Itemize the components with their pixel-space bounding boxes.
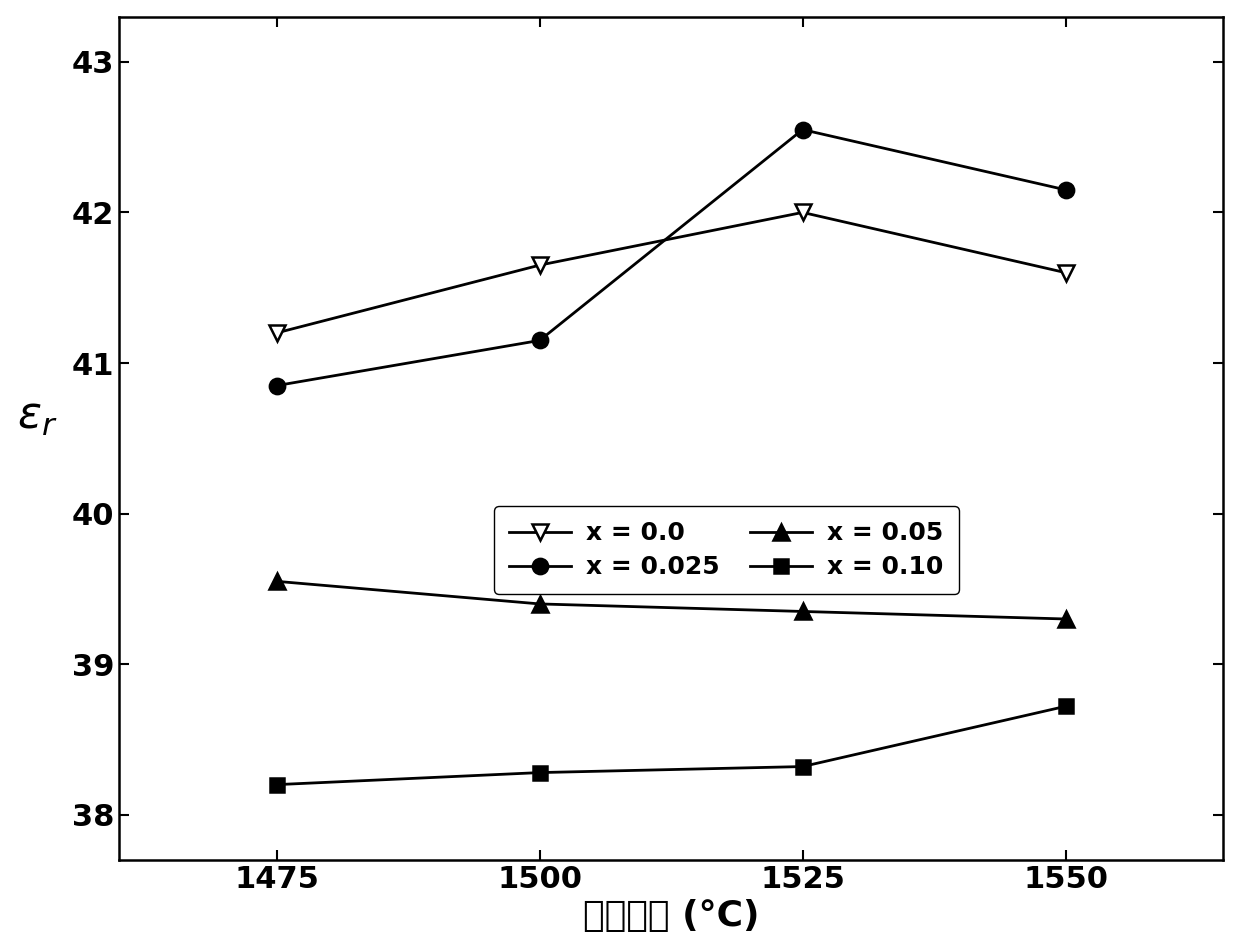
x = 0.025 (532, 334, 547, 346)
X-axis label: 烧结温度 (°C): 烧结温度 (°C) (583, 900, 759, 933)
x = 0.10 (532, 767, 547, 778)
x = 0.0 (1058, 267, 1073, 278)
Legend: x = 0.0, x = 0.025, x = 0.05, x = 0.10: x = 0.0, x = 0.025, x = 0.05, x = 0.10 (494, 506, 959, 595)
x = 0.025 (1058, 184, 1073, 196)
x = 0.05 (795, 606, 810, 618)
x = 0.05 (532, 598, 547, 610)
x = 0.0 (269, 327, 284, 338)
x = 0.10 (1058, 700, 1073, 712)
Line: x = 0.0: x = 0.0 (269, 205, 1073, 340)
x = 0.10 (795, 761, 810, 772)
x = 0.0 (795, 207, 810, 218)
Line: x = 0.025: x = 0.025 (269, 122, 1073, 393)
x = 0.05 (269, 576, 284, 587)
x = 0.05 (1058, 614, 1073, 625)
x = 0.025 (795, 124, 810, 135)
x = 0.0 (532, 259, 547, 271)
x = 0.025 (269, 380, 284, 391)
Y-axis label: $\varepsilon_r$: $\varepsilon_r$ (16, 395, 57, 438)
Line: x = 0.10: x = 0.10 (270, 699, 1073, 791)
Line: x = 0.05: x = 0.05 (269, 574, 1073, 627)
x = 0.10 (269, 779, 284, 790)
